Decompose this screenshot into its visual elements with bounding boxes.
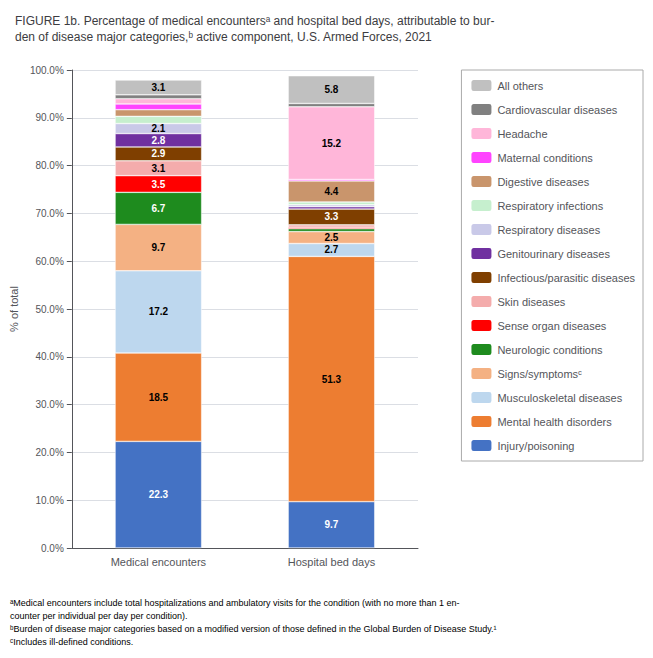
svg-text:60.0%: 60.0%: [35, 256, 63, 267]
svg-text:Mental health disorders: Mental health disorders: [497, 416, 612, 428]
svg-text:51.3: 51.3: [322, 374, 342, 385]
svg-text:2.9: 2.9: [151, 148, 165, 159]
svg-text:50.0%: 50.0%: [35, 304, 63, 315]
svg-text:22.3: 22.3: [149, 489, 169, 500]
svg-text:Medical encounters: Medical encounters: [111, 556, 207, 568]
svg-text:Genitourinary diseases: Genitourinary diseases: [497, 248, 610, 260]
svg-text:Hospital bed days: Hospital bed days: [288, 556, 376, 568]
svg-text:9.7: 9.7: [151, 242, 165, 253]
svg-text:2.1: 2.1: [151, 123, 165, 134]
svg-text:2.7: 2.7: [325, 244, 339, 255]
svg-text:Headache: Headache: [497, 128, 547, 140]
svg-text:ᵃMedical encounters include to: ᵃMedical encounters include total hospit…: [10, 598, 460, 608]
svg-text:4.4: 4.4: [325, 186, 339, 197]
svg-text:3.1: 3.1: [151, 163, 165, 174]
svg-text:Skin diseases: Skin diseases: [497, 296, 565, 308]
svg-text:counter per individual per day: counter per individual per day per condi…: [10, 611, 188, 621]
svg-text:15.2: 15.2: [322, 138, 342, 149]
svg-text:3.3: 3.3: [325, 211, 339, 222]
svg-text:3.5: 3.5: [151, 179, 165, 190]
svg-text:Maternal conditions: Maternal conditions: [497, 152, 593, 164]
svg-text:40.0%: 40.0%: [35, 351, 63, 362]
svg-text:30.0%: 30.0%: [35, 399, 63, 410]
svg-text:100.0%: 100.0%: [30, 65, 64, 76]
svg-text:ᶜIncludes ill-defined conditio: ᶜIncludes ill-defined conditions.: [10, 637, 133, 647]
svg-text:0.0%: 0.0%: [41, 543, 64, 554]
svg-text:10.0%: 10.0%: [35, 495, 63, 506]
svg-text:Respiratory diseases: Respiratory diseases: [497, 224, 600, 236]
svg-text:6.7: 6.7: [151, 203, 165, 214]
svg-text:Infectious/parasitic diseases: Infectious/parasitic diseases: [497, 272, 635, 284]
svg-text:70.0%: 70.0%: [35, 208, 63, 219]
svg-text:Musculoskeletal diseases: Musculoskeletal diseases: [497, 392, 622, 404]
svg-text:Respiratory infections: Respiratory infections: [497, 200, 603, 212]
svg-text:den of disease major categorie: den of disease major categories,ᵇ active…: [15, 30, 432, 44]
svg-text:Cardiovascular diseases: Cardiovascular diseases: [497, 104, 617, 116]
svg-text:2.8: 2.8: [151, 135, 165, 146]
svg-text:Signs/symptomsᶜ: Signs/symptomsᶜ: [497, 368, 582, 380]
svg-text:All others: All others: [497, 80, 543, 92]
svg-text:ᵇBurden of disease major categ: ᵇBurden of disease major categories base…: [10, 624, 497, 634]
svg-text:FIGURE 1b. Percentage of medic: FIGURE 1b. Percentage of medical encount…: [15, 14, 494, 28]
svg-text:Neurologic conditions: Neurologic conditions: [497, 344, 603, 356]
svg-text:9.7: 9.7: [325, 519, 339, 530]
svg-text:% of total: % of total: [8, 286, 20, 332]
svg-text:2.5: 2.5: [325, 232, 339, 243]
svg-text:3.1: 3.1: [151, 82, 165, 93]
svg-text:80.0%: 80.0%: [35, 160, 63, 171]
svg-text:20.0%: 20.0%: [35, 447, 63, 458]
svg-text:5.8: 5.8: [325, 84, 339, 95]
svg-text:90.0%: 90.0%: [35, 112, 63, 123]
svg-text:Injury/poisoning: Injury/poisoning: [497, 440, 574, 452]
svg-text:17.2: 17.2: [149, 306, 169, 317]
svg-text:Sense organ diseases: Sense organ diseases: [497, 320, 606, 332]
svg-text:Digestive diseases: Digestive diseases: [497, 176, 589, 188]
svg-text:18.5: 18.5: [149, 392, 169, 403]
